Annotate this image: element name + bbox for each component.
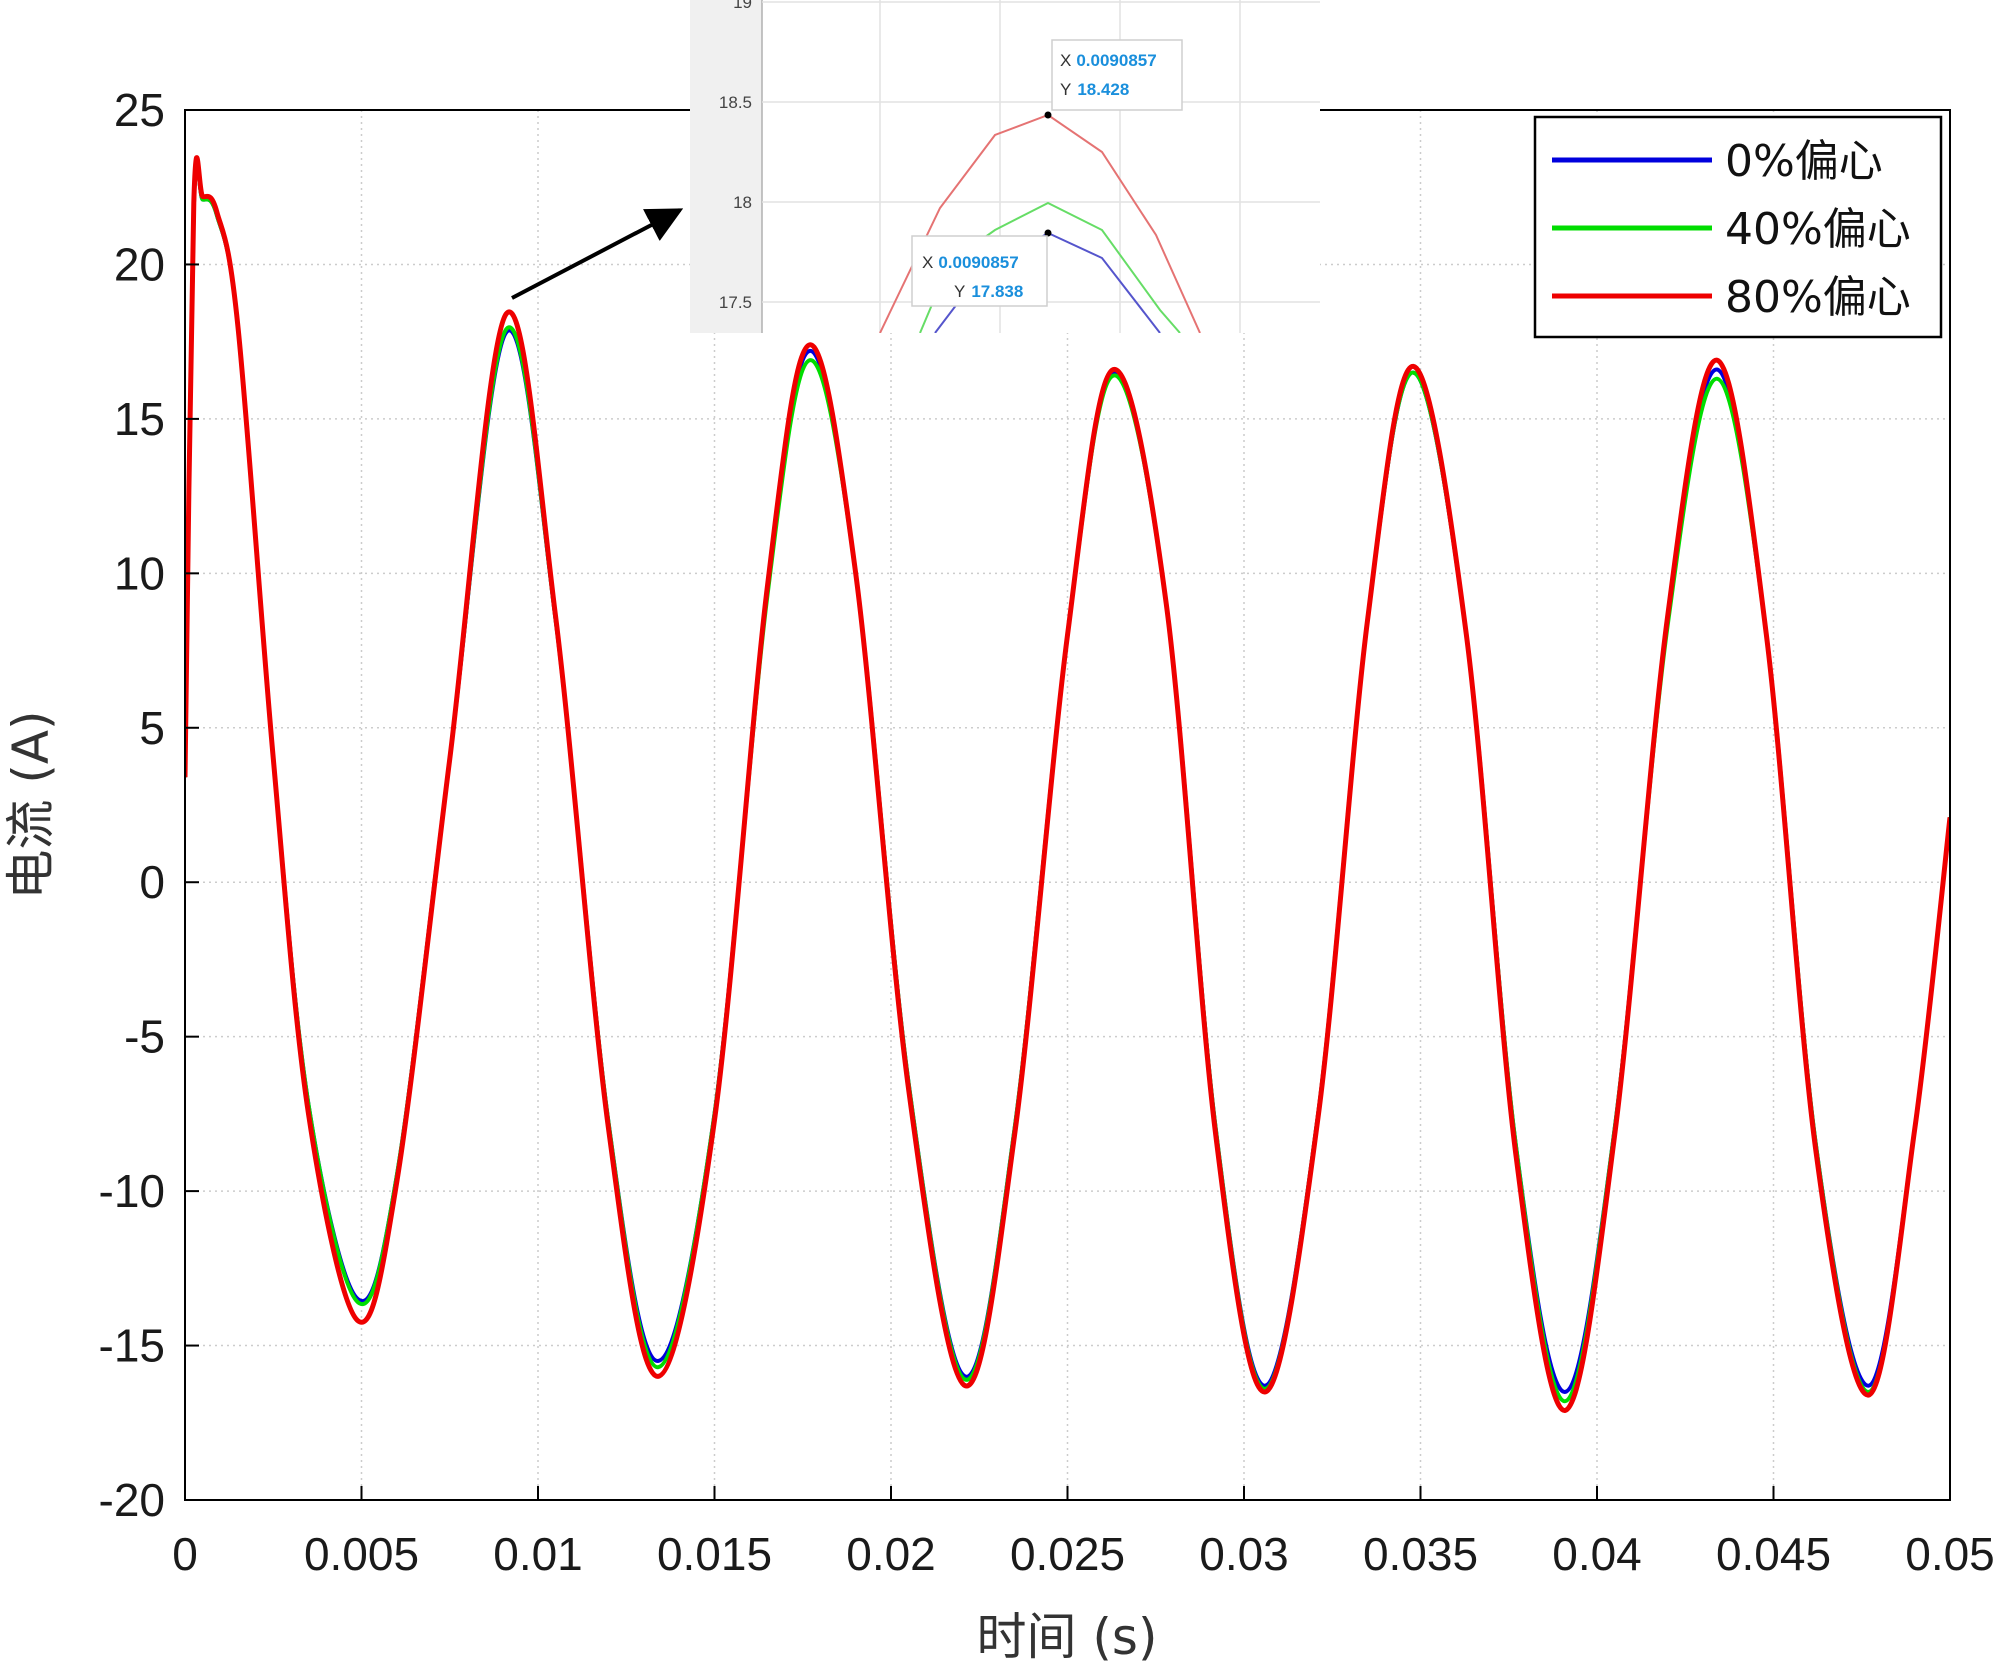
y-tick-label: -5	[124, 1011, 165, 1063]
inset-tick-label: 19	[733, 0, 752, 12]
series-line-80-percent	[185, 155, 1950, 1413]
y-tick-label: 20	[114, 238, 165, 290]
datatip-x-label: X	[922, 253, 933, 272]
y-tick-label: 25	[114, 84, 165, 136]
datatip-y-value: 18.428	[1077, 80, 1129, 99]
legend-label: 40%偏心	[1725, 204, 1911, 255]
y-tick-label: -10	[99, 1165, 165, 1217]
inset-tick-labels: 19 18.5 18 17.5	[719, 0, 752, 312]
svg-text:Y18.428: Y 18.428	[1060, 80, 1129, 99]
x-tick-label: 0.015	[657, 1528, 772, 1580]
datatip-y-label: Y	[954, 282, 965, 301]
datatip-x-value: 0.0090857	[1076, 51, 1156, 70]
y-tick-label: 15	[114, 393, 165, 445]
series-layer	[185, 155, 1950, 1413]
datatip-y-label: Y	[1060, 80, 1071, 99]
zoom-inset: 19 18.5 18 17.5 X 0.0090857 Y 18.428 X 0.00908…	[690, 0, 1320, 333]
x-tick-label: 0	[172, 1528, 198, 1580]
svg-text:Y17.838: Y 17.838	[954, 282, 1023, 301]
y-tick-label: 0	[139, 856, 165, 908]
y-tick-label: 10	[114, 547, 165, 599]
datatip-x-value: 0.0090857	[938, 253, 1018, 272]
x-tick-label: 0.02	[846, 1528, 936, 1580]
tick-labels: 0 0.005 0.01 0.015 0.02 0.025 0.03 0.035 0.04 0.0…	[99, 84, 1995, 1580]
legend-label: 80%偏心	[1725, 272, 1911, 323]
inset-datatip-marker-blue	[1044, 229, 1052, 237]
x-tick-label: 0.05	[1905, 1528, 1995, 1580]
x-axis-title: 时间 (s)	[977, 1608, 1158, 1666]
inset-tick-label: 18.5	[719, 93, 752, 112]
inset-tick-label: 17.5	[719, 293, 752, 312]
svg-text:X0.0090857: X 0.0090857	[922, 253, 1019, 272]
x-tick-label: 0.01	[493, 1528, 583, 1580]
inset-datatip-marker-red	[1044, 111, 1052, 119]
svg-text:X0.0090857: X 0.0090857	[1060, 51, 1157, 70]
y-tick-label: -20	[99, 1474, 165, 1526]
datatip-y-value: 17.838	[971, 282, 1023, 301]
y-tick-label: 5	[139, 702, 165, 754]
datatip-x-label: X	[1060, 51, 1071, 70]
y-axis-title: 电流 (A)	[2, 710, 60, 899]
legend: 0%偏心 40%偏心 80%偏心	[1533, 115, 1943, 339]
x-tick-label: 0.035	[1363, 1528, 1478, 1580]
inset-tick-label: 18	[733, 193, 752, 212]
zoom-pointer-arrow	[511, 208, 684, 300]
legend-label: 0%偏心	[1725, 136, 1883, 187]
legend-entry-0-percent: 0%偏心	[1552, 136, 1883, 187]
x-tick-label: 0.025	[1010, 1528, 1125, 1580]
x-tick-label: 0.045	[1716, 1528, 1831, 1580]
y-tick-label: -15	[99, 1320, 165, 1372]
datatip-80-percent: X 0.0090857 Y 18.428	[1051, 39, 1183, 111]
x-tick-label: 0.04	[1552, 1528, 1642, 1580]
x-tick-label: 0.005	[304, 1528, 419, 1580]
inset-axis-strip	[690, 0, 762, 333]
legend-entry-40-percent: 40%偏心	[1552, 204, 1911, 255]
legend-entry-80-percent: 80%偏心	[1552, 272, 1911, 323]
axis-ticks	[184, 109, 1951, 1501]
datatip-0-percent: X 0.0090857 Y 17.838	[911, 235, 1048, 307]
x-tick-label: 0.03	[1199, 1528, 1289, 1580]
